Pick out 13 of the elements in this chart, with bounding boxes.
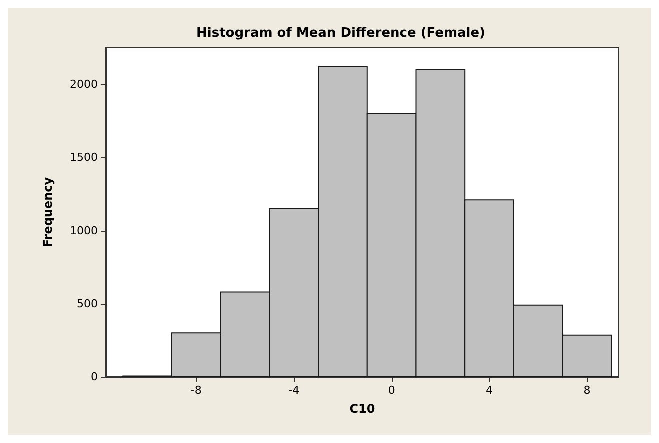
y-axis-title: Frequency bbox=[41, 177, 55, 248]
x-tick-label: -8 bbox=[190, 384, 202, 397]
y-tick-label: 1500 bbox=[70, 151, 98, 164]
y-tick-label: 0 bbox=[91, 370, 98, 384]
x-tick-label: -4 bbox=[288, 384, 300, 397]
y-tick-label: 2000 bbox=[70, 78, 98, 92]
x-tick-label: 0 bbox=[388, 384, 396, 397]
x-axis-title: C10 bbox=[350, 402, 376, 416]
chart-title: Histogram of Mean Difference (Female) bbox=[196, 26, 486, 41]
x-tick-label: 8 bbox=[584, 384, 591, 397]
x-tick-label: 4 bbox=[486, 384, 494, 397]
y-tick-label: 1000 bbox=[70, 224, 98, 238]
y-tick-label: 500 bbox=[77, 297, 98, 310]
